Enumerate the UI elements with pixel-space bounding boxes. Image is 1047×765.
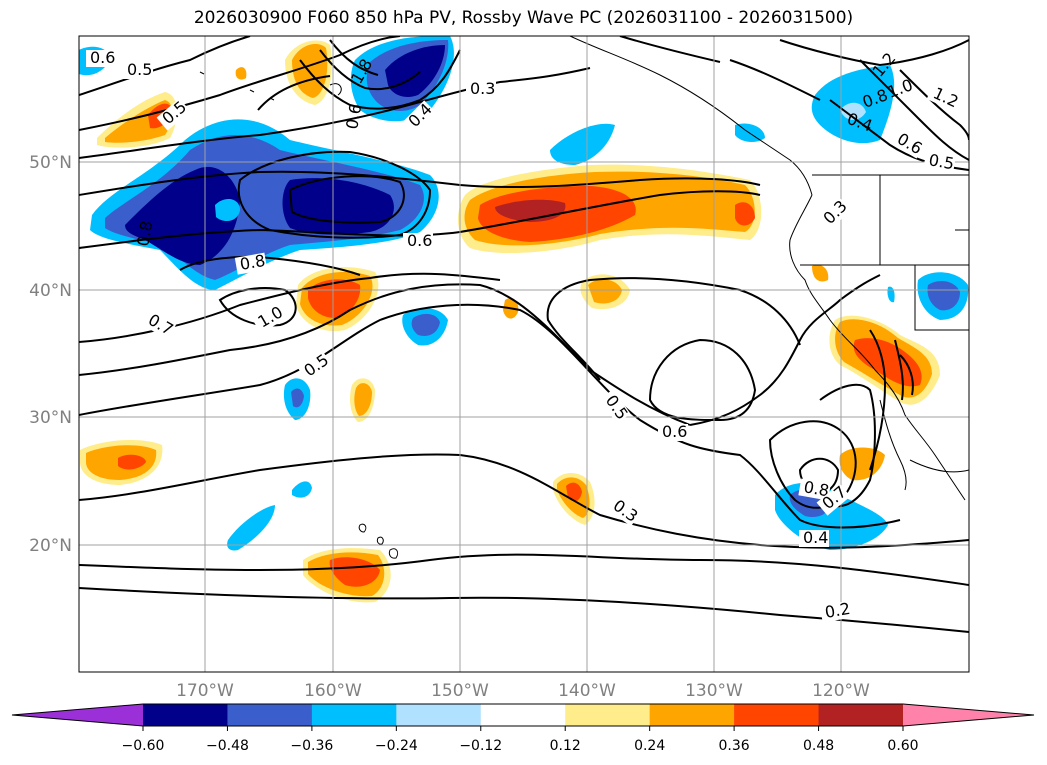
lat-label: 50°N <box>29 153 72 173</box>
contour-label-text: 0.2 <box>823 599 851 622</box>
lon-label: 140°W <box>558 681 616 701</box>
colorbar-tick-label: −0.60 <box>122 738 165 754</box>
contour-label-text: 0.8 <box>133 219 156 247</box>
contour-label-text: 0.5 <box>127 60 152 79</box>
longitude-labels: 170°W 160°W 150°W 140°W 130°W 120°W <box>176 681 870 701</box>
lon-label: 120°W <box>812 681 870 701</box>
colorbar-segment <box>311 704 397 726</box>
contour-label-text: 0.3 <box>470 79 495 98</box>
contour-label: 0.4 <box>799 528 829 547</box>
colorbar-tick-label: 0.48 <box>803 738 834 754</box>
contour-label-text: 0.6 <box>662 422 687 441</box>
colorbar-tick-label: 0.12 <box>550 738 581 754</box>
contour-label: 0.6 <box>403 231 433 250</box>
lon-label: 170°W <box>176 681 234 701</box>
contour-label-text: 0.6 <box>407 231 432 250</box>
map-title: 2026030900 F060 850 hPa PV, Rossby Wave … <box>193 8 854 28</box>
contour-label-text: 0.4 <box>803 528 828 547</box>
colorbar-extend-high <box>903 704 1034 726</box>
lat-label: 40°N <box>29 281 72 301</box>
colorbar-segment <box>396 704 482 726</box>
colorbar-tick-label: 0.36 <box>719 738 750 754</box>
colorbar-segment <box>565 704 651 726</box>
colorbar-segment <box>143 704 228 726</box>
map-frame <box>78 35 970 673</box>
colorbar-tick-label: −0.12 <box>459 738 502 754</box>
lat-label: 20°N <box>29 536 72 556</box>
latitude-labels: 50°N 40°N 30°N 20°N <box>29 153 72 556</box>
contour-label-text: 0.6 <box>342 102 365 130</box>
contour-label: 0.8 <box>798 477 831 501</box>
contour-label: 0.5 <box>123 60 153 79</box>
contour-label-text: 0.5 <box>927 150 955 173</box>
contour-label: 0.6 <box>86 48 116 67</box>
colorbar-segment <box>480 704 566 726</box>
contour-label: 0.6 <box>658 422 688 441</box>
colorbar-segment <box>227 704 313 726</box>
colorbar-segment <box>649 704 735 726</box>
colorbar-tick-label: 0.24 <box>634 738 665 754</box>
contour-label: 0.2 <box>819 599 853 623</box>
colorbar-segment <box>734 704 820 726</box>
contour-label: 0.3 <box>466 79 496 98</box>
contour-label: 0.6 <box>342 102 365 130</box>
lon-label: 130°W <box>685 681 743 701</box>
contour-label: 0.5 <box>923 150 956 174</box>
contour-label: 0.8 <box>234 251 268 275</box>
colorbar-tick-label: −0.24 <box>375 738 418 754</box>
colorbar-segment <box>818 704 904 726</box>
lon-label: 150°W <box>431 681 489 701</box>
contour-label: 0.8 <box>133 219 156 247</box>
colorbar-tick-label: −0.36 <box>290 738 333 754</box>
colorbar-tick-label: 0.60 <box>887 738 918 754</box>
pv-contours <box>79 36 969 633</box>
contour-label-text: 0.6 <box>90 48 115 67</box>
contour-label-text: 0.8 <box>802 477 830 500</box>
colorbar: −0.60 −0.48 −0.36 −0.24 −0.12 0.12 0.24 0.36 0.4… <box>11 703 1035 754</box>
lon-label: 160°W <box>304 681 362 701</box>
colorbar-extend-low <box>12 704 143 726</box>
lat-label: 30°N <box>29 408 72 428</box>
contour-label-text: 0.8 <box>238 251 266 274</box>
colorbar-tick-label: −0.48 <box>206 738 249 754</box>
